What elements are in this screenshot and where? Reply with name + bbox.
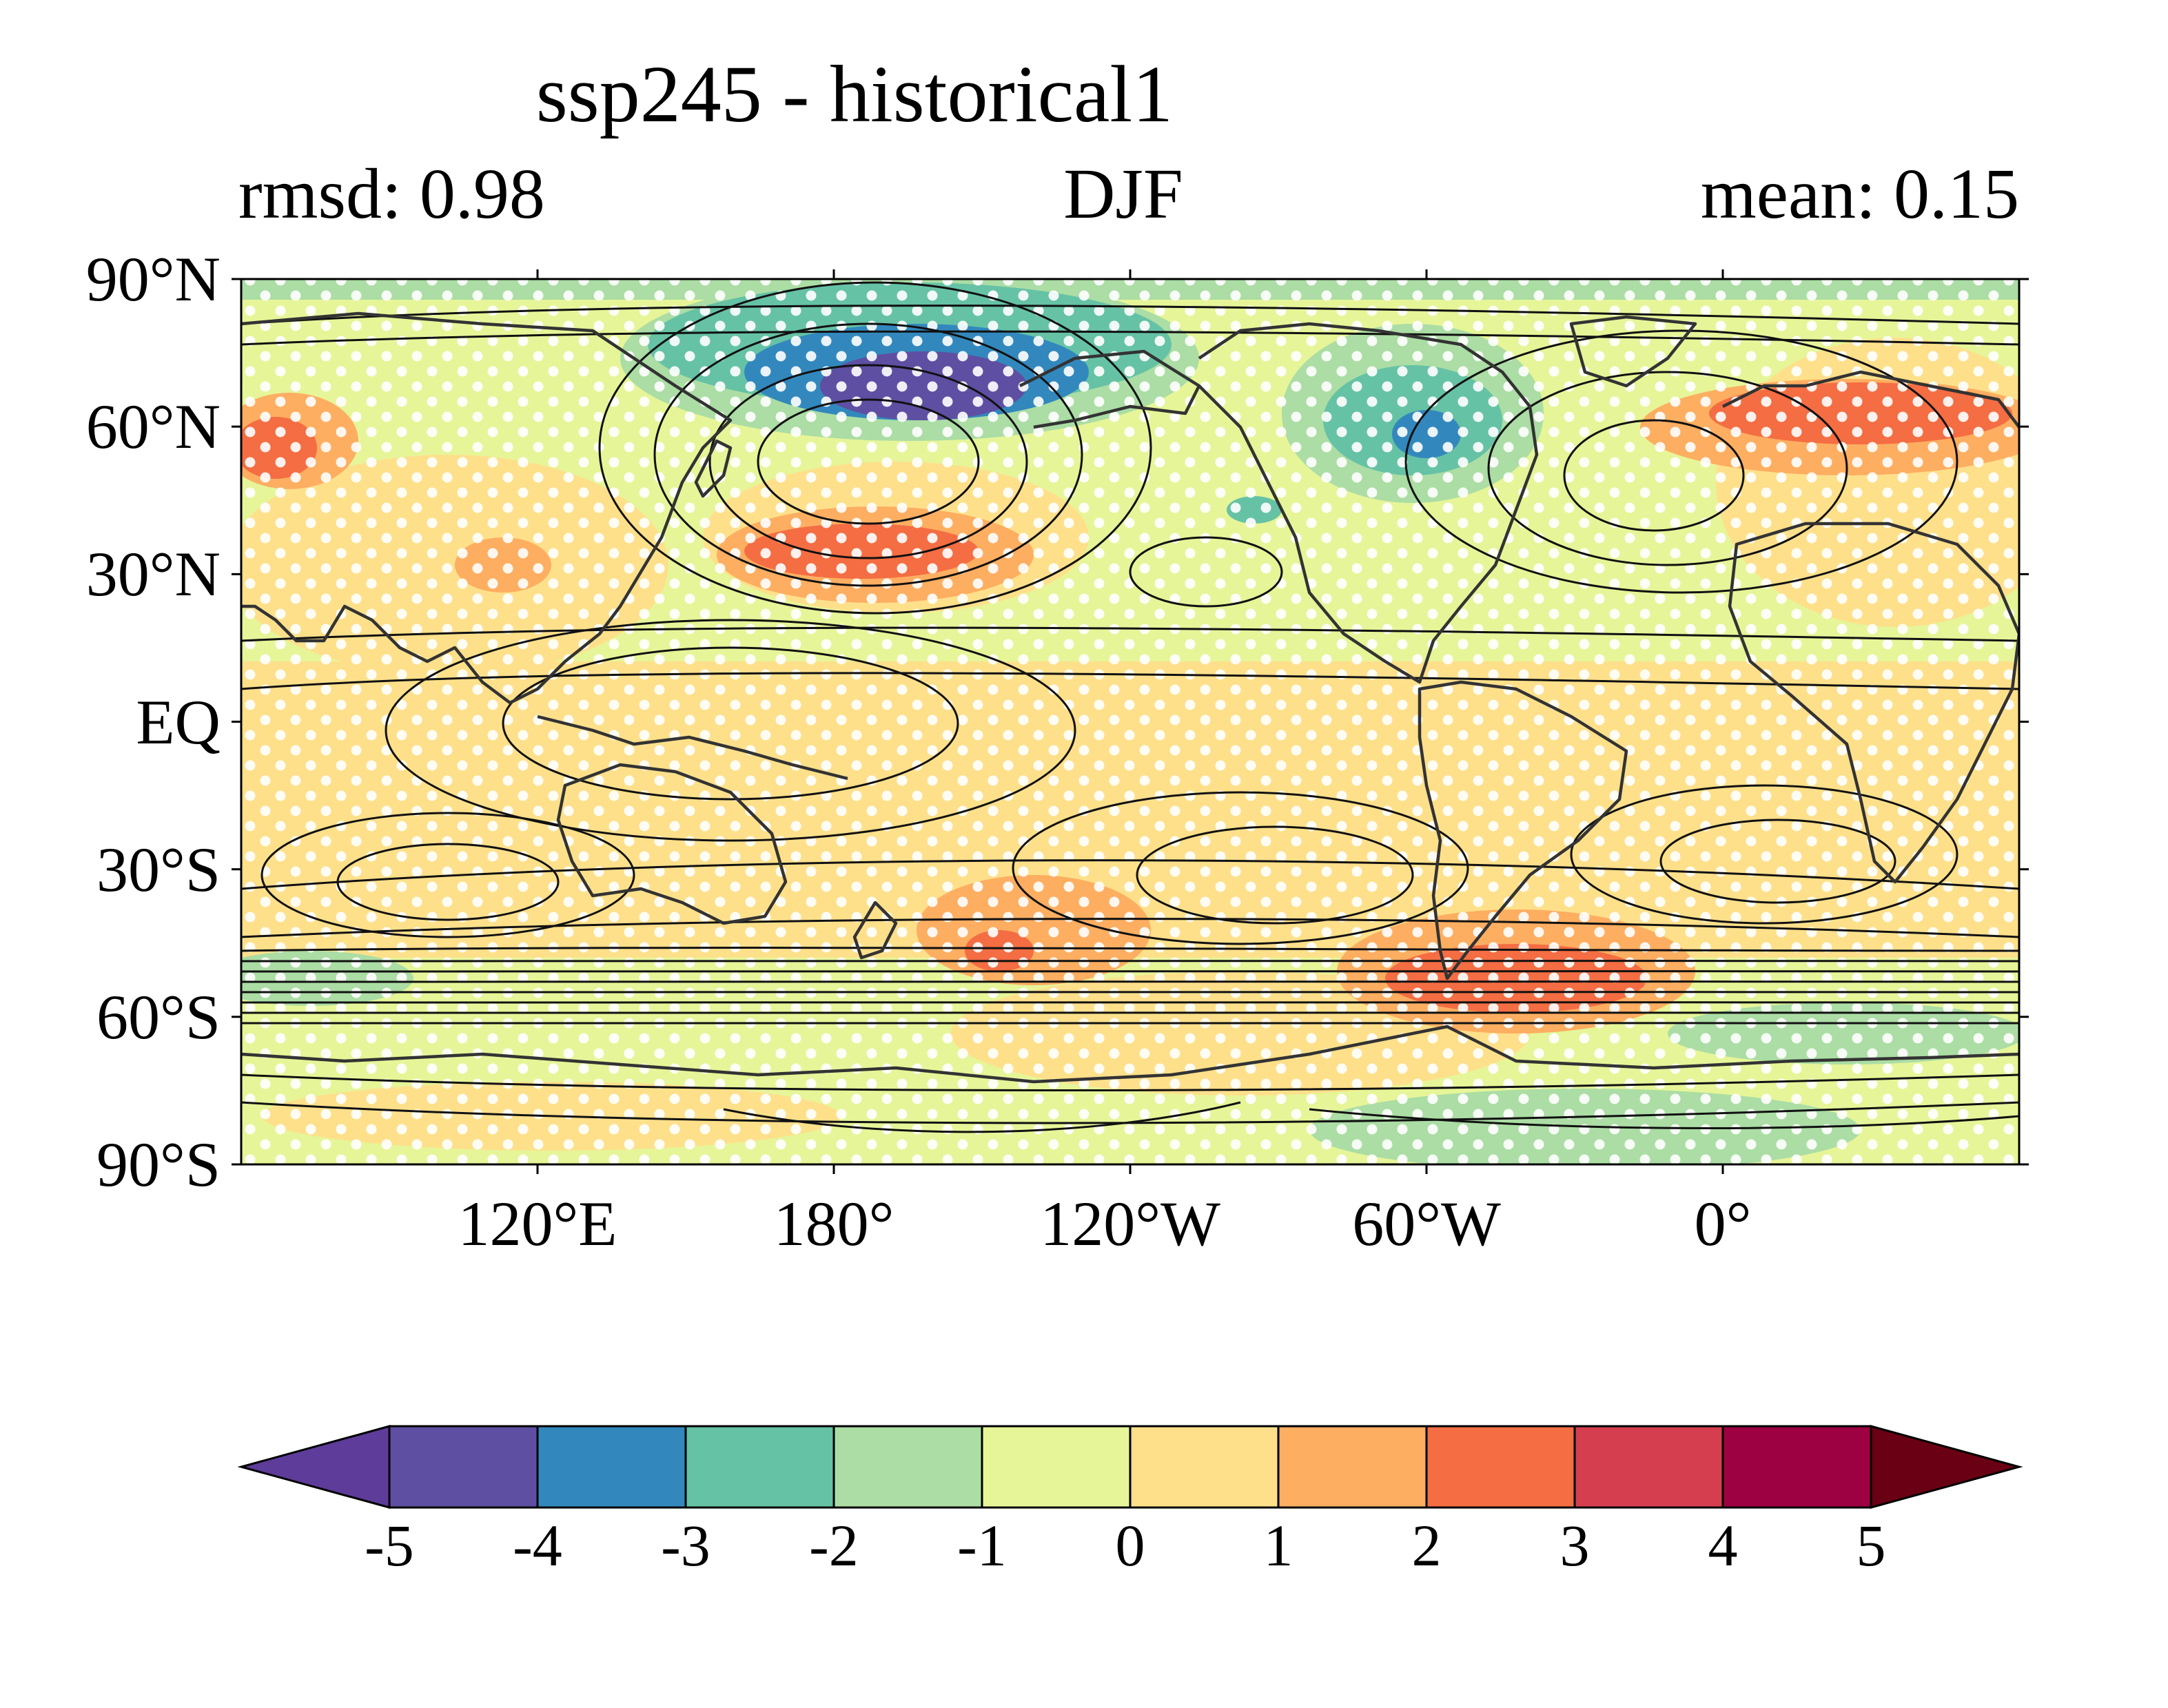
- coast-newzealand: [852, 901, 898, 960]
- lon-tick-label: 0°: [1694, 1189, 1752, 1259]
- mean-label: mean: 0.15: [1700, 154, 2019, 234]
- colorbar-bin: [981, 1425, 1132, 1509]
- colorbar-bin: [1129, 1425, 1280, 1509]
- colorbar-tick-label: 1: [1263, 1512, 1293, 1578]
- colorbar-bin: [1573, 1425, 1724, 1509]
- colorbar-extend-min: [237, 1425, 391, 1509]
- lat-tick-label: 60°N: [85, 391, 221, 462]
- colorbar-extend-max: [1870, 1425, 2023, 1509]
- coast-south-america: [1418, 680, 1628, 980]
- colorbar-tick-label: -3: [661, 1512, 710, 1578]
- colorbar-bin: [1425, 1425, 1576, 1509]
- coast-japan: [694, 439, 733, 498]
- colorbar: [237, 1425, 2023, 1509]
- colorbar-bin: [832, 1425, 983, 1509]
- colorbar-tick-label: 5: [1856, 1512, 1886, 1578]
- lat-tick-label: 30°N: [85, 539, 221, 610]
- rmsd-label: rmsd: 0.98: [238, 154, 545, 234]
- colorbar-bin: [388, 1425, 539, 1509]
- coast-europe: [1721, 370, 2019, 429]
- colorbar-tick-label: 0: [1115, 1512, 1145, 1578]
- colorbar-bin: [536, 1425, 687, 1509]
- colorbar-bin: [684, 1425, 835, 1509]
- colorbar-tick-label: 2: [1411, 1512, 1442, 1578]
- lon-tick-label: 60°W: [1352, 1189, 1501, 1259]
- coast-alaska: [1019, 349, 1201, 429]
- lat-tick-label: 30°S: [96, 834, 221, 905]
- lat-tick-label: 90°S: [96, 1129, 221, 1200]
- coastlines: [241, 311, 2019, 1084]
- colorbar-tick-label: -2: [809, 1512, 859, 1578]
- lon-tick-label: 120°W: [1040, 1189, 1220, 1259]
- season-label: DJF: [1063, 154, 1183, 234]
- colorbar-tick-label: 4: [1708, 1512, 1738, 1578]
- coast-antarctica: [241, 1025, 2019, 1084]
- coast-north-america: [1198, 322, 1539, 684]
- colorbar-tick-label: -4: [513, 1512, 562, 1578]
- map-field: [241, 279, 2019, 1164]
- map-title: ssp245 - historical1: [535, 49, 1174, 139]
- coast-maritime: [537, 714, 848, 781]
- coast-australia: [556, 763, 788, 925]
- significance-stipple: [241, 279, 2019, 1164]
- colorbar-bin: [1721, 1425, 1872, 1509]
- lon-tick-label: 180°: [773, 1189, 894, 1259]
- lat-tick-label: 90°N: [85, 244, 221, 314]
- coast-greenland: [1569, 315, 1697, 388]
- colorbar-tick-label: -1: [957, 1512, 1007, 1578]
- coast-eurasia-east: [241, 311, 733, 705]
- lon-tick-label: 120°E: [458, 1189, 617, 1259]
- lat-tick-label: EQ: [136, 686, 221, 757]
- axis-ticks: [232, 269, 2029, 1174]
- colorbar-tick-label: 3: [1559, 1512, 1590, 1578]
- colorbar-bin: [1277, 1425, 1428, 1509]
- colorbar-tick-label: -5: [365, 1512, 414, 1578]
- coast-africa: [1728, 522, 2019, 884]
- lat-tick-label: 60°S: [96, 981, 221, 1052]
